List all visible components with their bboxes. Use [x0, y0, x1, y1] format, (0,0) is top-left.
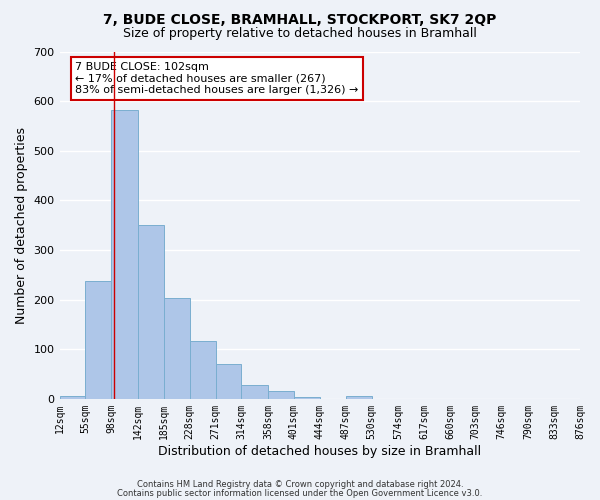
Text: Contains public sector information licensed under the Open Government Licence v3: Contains public sector information licen…: [118, 488, 482, 498]
Bar: [85, 281, 112, 399]
Bar: [241, 386, 268, 399]
Bar: [268, 392, 294, 399]
X-axis label: Distribution of detached houses by size in Bramhall: Distribution of detached houses by size …: [158, 444, 481, 458]
Bar: [346, 396, 371, 399]
Bar: [112, 110, 138, 399]
Text: Size of property relative to detached houses in Bramhall: Size of property relative to detached ho…: [123, 28, 477, 40]
Bar: [164, 298, 190, 399]
Bar: [190, 342, 215, 399]
Text: 7 BUDE CLOSE: 102sqm
← 17% of detached houses are smaller (267)
83% of semi-deta: 7 BUDE CLOSE: 102sqm ← 17% of detached h…: [75, 62, 359, 95]
Text: 7, BUDE CLOSE, BRAMHALL, STOCKPORT, SK7 2QP: 7, BUDE CLOSE, BRAMHALL, STOCKPORT, SK7 …: [103, 12, 497, 26]
Bar: [59, 396, 85, 399]
Bar: [138, 225, 164, 399]
Text: Contains HM Land Registry data © Crown copyright and database right 2024.: Contains HM Land Registry data © Crown c…: [137, 480, 463, 489]
Bar: [215, 364, 241, 399]
Y-axis label: Number of detached properties: Number of detached properties: [15, 126, 28, 324]
Bar: [294, 397, 320, 399]
